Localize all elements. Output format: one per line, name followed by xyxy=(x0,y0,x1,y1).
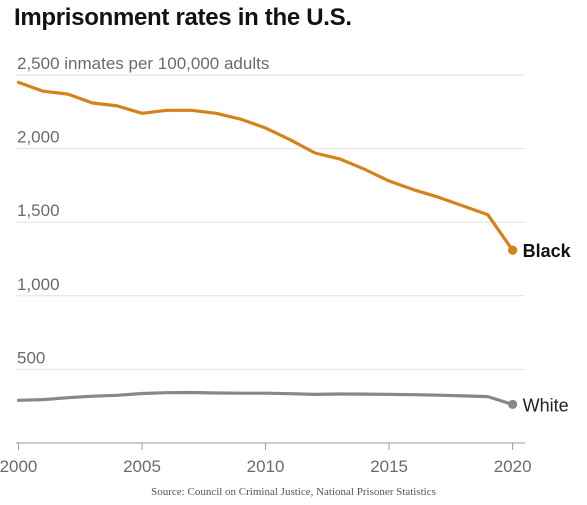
series-endpoint-white xyxy=(508,399,518,410)
gridlines xyxy=(16,74,525,370)
series-labels: Black White xyxy=(523,241,572,415)
y-tick-label-2500: 2,500 inmates per 100,000 adults xyxy=(17,54,269,73)
y-tick-label-500: 500 xyxy=(17,348,45,367)
x-tick-label-2010: 2010 xyxy=(247,457,285,476)
y-tick-label-1500: 1,500 xyxy=(17,201,60,220)
x-axis-ticks: 2000 2005 2010 2015 2020 xyxy=(0,443,532,476)
x-tick-label-2020: 2020 xyxy=(494,457,532,476)
y-tick-label-2000: 2,000 xyxy=(17,128,60,147)
x-tick-label-2000: 2000 xyxy=(0,457,37,476)
series-endpoint-black xyxy=(508,245,518,255)
y-axis-tick-labels: 2,500 inmates per 100,000 adults 2,000 1,5… xyxy=(17,54,269,367)
series-lines xyxy=(16,80,518,410)
y-tick-label-1000: 1,000 xyxy=(17,275,60,294)
series-label-black: Black xyxy=(523,241,572,261)
x-tick-label-2005: 2005 xyxy=(123,457,161,476)
source-note: Source: Council on Criminal Justice, Nat… xyxy=(151,486,436,498)
series-line-white xyxy=(16,390,515,406)
chart-title: Imprisonment rates in the U.S. xyxy=(14,4,352,31)
series-label-white: White xyxy=(523,395,569,415)
series-line-black xyxy=(16,80,515,252)
x-tick-label-2015: 2015 xyxy=(370,457,408,476)
